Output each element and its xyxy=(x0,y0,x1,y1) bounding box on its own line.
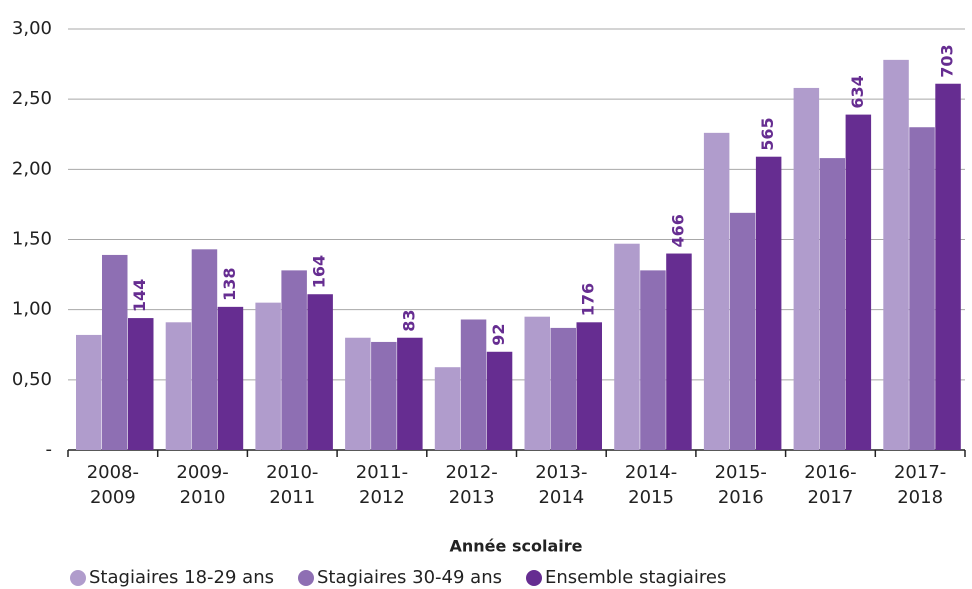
x-tick-label: 2015- xyxy=(715,462,767,483)
x-tick-label: 2017 xyxy=(808,487,854,508)
data-label: 83 xyxy=(399,309,418,331)
data-label: 138 xyxy=(220,267,239,300)
x-tick-label: 2016 xyxy=(718,487,764,508)
bar xyxy=(397,337,423,450)
bar xyxy=(281,270,307,450)
x-tick-label: 2016- xyxy=(804,462,856,483)
x-tick-label: 2009- xyxy=(176,462,228,483)
bar xyxy=(755,156,782,450)
bar xyxy=(666,253,692,450)
data-label: 703 xyxy=(938,44,957,77)
bar xyxy=(345,337,371,450)
bar xyxy=(845,114,872,450)
y-tick-label: 3,00 xyxy=(12,18,52,39)
bar xyxy=(191,249,218,450)
bar xyxy=(307,294,333,450)
bar xyxy=(793,87,820,450)
data-label: 565 xyxy=(758,117,777,150)
x-tick-label: 2011- xyxy=(356,462,408,483)
bar xyxy=(883,59,909,451)
bar xyxy=(703,132,730,450)
bar xyxy=(102,254,128,450)
bar xyxy=(255,302,281,450)
x-tick-label: 2011 xyxy=(269,487,315,508)
data-label: 92 xyxy=(489,324,508,346)
y-tick-label: 0,50 xyxy=(12,369,52,390)
data-label: 176 xyxy=(579,283,598,316)
data-label: 634 xyxy=(848,75,867,108)
x-axis-title: Année scolaire xyxy=(450,537,583,556)
data-label: 466 xyxy=(668,214,687,247)
data-label: 164 xyxy=(310,255,329,288)
data-label: 144 xyxy=(130,279,149,312)
bar xyxy=(460,319,487,450)
x-tick-label: 2012- xyxy=(445,462,497,483)
x-tick-label: 2009 xyxy=(90,487,136,508)
y-tick-label: 2,50 xyxy=(12,88,52,109)
bar xyxy=(935,83,961,450)
x-tick-label: 2008- xyxy=(87,462,139,483)
bar xyxy=(128,318,154,450)
bar xyxy=(217,306,244,450)
bar xyxy=(576,322,602,450)
y-tick-label: 1,00 xyxy=(12,299,52,320)
bar xyxy=(550,327,576,450)
x-tick-label: 2013 xyxy=(449,487,495,508)
bar xyxy=(165,322,192,450)
bar xyxy=(434,367,461,450)
legend-label: Stagiaires 18-29 ans xyxy=(89,567,274,588)
x-tick-label: 2014- xyxy=(625,462,677,483)
y-tick-label: 1,50 xyxy=(12,229,52,250)
x-tick-label: 2014 xyxy=(538,487,584,508)
legend-label: Stagiaires 30-49 ans xyxy=(317,567,502,588)
bar xyxy=(729,212,756,450)
y-tick-label: 2,00 xyxy=(12,158,52,179)
x-tick-label: 2013- xyxy=(535,462,587,483)
x-tick-label: 2017- xyxy=(894,462,946,483)
bar xyxy=(640,270,666,450)
x-tick-label: 2015 xyxy=(628,487,674,508)
x-tick-label: 2010 xyxy=(180,487,226,508)
legend-marker xyxy=(298,570,314,586)
bar xyxy=(614,243,640,450)
bar xyxy=(819,158,846,450)
legend-marker xyxy=(70,570,86,586)
bar xyxy=(524,316,550,450)
bar xyxy=(371,341,397,450)
legend-label: Ensemble stagiaires xyxy=(545,567,726,588)
bar xyxy=(909,127,935,450)
x-tick-label: 2012 xyxy=(359,487,405,508)
y-tick-label: - xyxy=(46,439,53,460)
legend-marker xyxy=(526,570,542,586)
bar xyxy=(76,334,102,450)
x-tick-label: 2018 xyxy=(897,487,943,508)
bar xyxy=(486,351,513,450)
x-tick-label: 2010- xyxy=(266,462,318,483)
